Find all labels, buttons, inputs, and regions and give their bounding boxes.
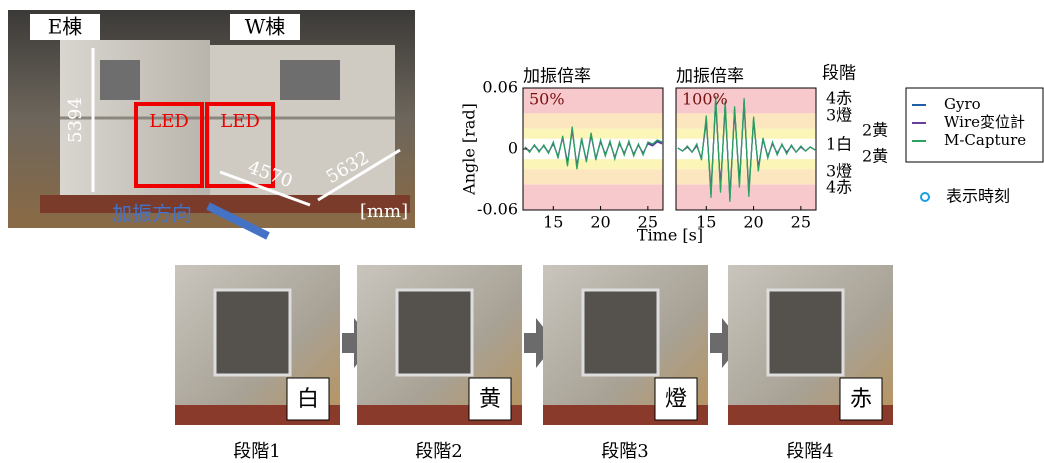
- level-label: 4赤: [826, 178, 852, 197]
- window: [100, 60, 140, 100]
- panel-title: 加振倍率: [676, 67, 744, 87]
- y-tick-label: -0.06: [477, 200, 518, 219]
- panel-label: 100%: [682, 90, 728, 109]
- level-band: [676, 185, 816, 210]
- x-axis-label: Time [s]: [637, 226, 703, 245]
- legend-label: 表示時刻: [946, 187, 1010, 206]
- legend-label: Gyro: [944, 95, 981, 113]
- stage-caption: 段階2: [415, 441, 462, 462]
- level-band: [676, 169, 816, 184]
- y-tick-label: 0: [508, 139, 518, 158]
- door: [768, 290, 843, 375]
- level-label: 2黄: [862, 147, 888, 166]
- level-label: 2黄: [862, 121, 888, 140]
- level-band: [523, 159, 663, 169]
- x-tick-label: 20: [743, 213, 763, 232]
- legend-marker: [921, 193, 929, 201]
- legend-label: M-Capture: [944, 131, 1026, 149]
- level-band: [523, 169, 663, 184]
- level-band: [523, 129, 663, 139]
- dimension-label: 5394: [65, 97, 86, 143]
- y-tick-label: 0.06: [482, 78, 518, 97]
- window: [280, 60, 340, 100]
- stage-caption: 段階1: [233, 441, 280, 462]
- led-label: LED: [220, 111, 260, 132]
- door: [583, 290, 658, 375]
- levels-title: 段階: [822, 64, 856, 84]
- led-label: LED: [149, 111, 189, 132]
- photo: E棟 W棟 5394 LED LED 4570 5632 [mm] 加振方向: [8, 10, 415, 236]
- x-tick-label: 25: [791, 213, 811, 232]
- door: [397, 290, 472, 375]
- stage-color-label: 赤: [850, 387, 872, 412]
- panel-label: 50%: [529, 90, 565, 109]
- x-tick-label: 15: [696, 213, 716, 232]
- level-label: 1白: [826, 135, 852, 154]
- level-label: 3燈: [826, 106, 852, 125]
- stage-caption: 段階4: [786, 441, 833, 462]
- stage-color-label: 白: [297, 387, 319, 412]
- x-tick-label: 20: [590, 213, 610, 232]
- unit-label: [mm]: [360, 201, 408, 222]
- level-band: [523, 185, 663, 210]
- stage-caption: 段階3: [601, 441, 648, 462]
- building-label: E棟: [48, 15, 83, 39]
- building-label: W棟: [245, 15, 286, 39]
- figure: E棟 W棟 5394 LED LED 4570 5632 [mm] 加振方向 1…: [0, 0, 1044, 463]
- panel-title: 加振倍率: [523, 67, 591, 87]
- level-band: [523, 113, 663, 128]
- stage-color-label: 黄: [479, 387, 501, 412]
- direction-label: 加振方向: [112, 202, 192, 226]
- legend-label: Wire変位計: [944, 113, 1025, 131]
- stage-color-label: 燈: [665, 387, 687, 412]
- level-band: [676, 159, 816, 169]
- y-axis-label: Angle [rad]: [460, 103, 479, 196]
- door: [215, 290, 290, 375]
- x-tick-label: 15: [543, 213, 563, 232]
